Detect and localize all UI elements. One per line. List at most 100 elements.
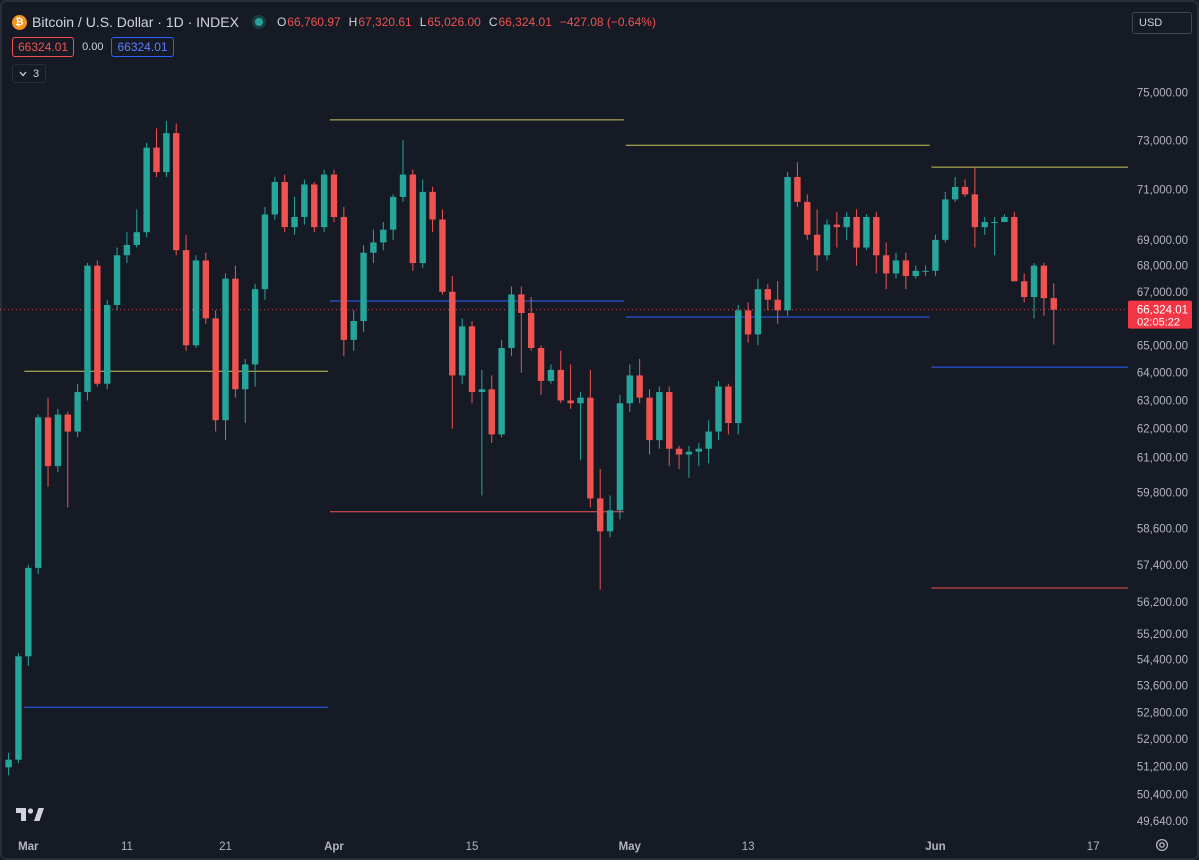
candle (173, 123, 180, 256)
candle (754, 278, 762, 346)
close-value: 66,324.01 (498, 15, 552, 29)
candle (774, 281, 781, 324)
candle-body (794, 177, 801, 202)
candle-body (991, 222, 998, 224)
price-tick-label: 58,600.00 (1137, 523, 1188, 535)
candle-body (774, 299, 781, 311)
candle (1011, 211, 1018, 282)
candle-body (666, 392, 673, 449)
price-tick-label: 75,000.00 (1137, 88, 1188, 100)
candle (143, 142, 150, 238)
candle-body (863, 216, 870, 248)
candle-body (912, 270, 919, 277)
candle-body (84, 265, 91, 393)
sell-price-button[interactable]: 66324.01 (12, 37, 75, 57)
candle (577, 392, 584, 461)
candle-body (587, 397, 594, 499)
candle (64, 411, 71, 508)
price-tick-label: 52,800.00 (1137, 707, 1188, 719)
symbol-title[interactable]: Bitcoin / U.S. Dollar · 1D · INDEX (32, 14, 239, 30)
candle-body (192, 260, 200, 346)
candle (281, 174, 288, 233)
candle (163, 121, 170, 178)
time-tick-label: 17 (1087, 841, 1100, 853)
candle (1030, 263, 1038, 319)
candle (54, 408, 62, 472)
candle (202, 252, 209, 324)
candle-body (853, 216, 860, 248)
candle (380, 222, 387, 251)
candle (1050, 283, 1057, 345)
candle (301, 179, 308, 225)
candle-body (74, 392, 81, 432)
candle (478, 369, 486, 496)
candle (715, 380, 722, 441)
candle (616, 394, 624, 520)
candle-body (94, 265, 101, 384)
candle-body (951, 186, 959, 200)
price-tick-label: 51,200.00 (1137, 762, 1188, 774)
candle-body (439, 219, 446, 292)
candle-body (389, 196, 397, 230)
price-tick-label: 59,800.00 (1137, 487, 1188, 499)
market-status-icon[interactable] (254, 18, 263, 26)
candle (764, 283, 772, 311)
bid-ask-row: 66324.01 0.00 66324.01 (12, 37, 174, 57)
candle (182, 234, 190, 351)
indicator-count: 3 (33, 67, 40, 80)
tradingview-logo-icon[interactable] (16, 806, 44, 822)
candle-body (173, 133, 180, 251)
candle (951, 177, 959, 202)
price-tick-label: 53,600.00 (1137, 681, 1188, 693)
last-price-label: 66,324.01 (1137, 305, 1188, 317)
candle-body (380, 229, 387, 243)
candle (360, 244, 367, 332)
price-tick-label: 68,000.00 (1137, 261, 1188, 273)
candle (113, 247, 121, 311)
candle-body (458, 326, 466, 376)
candle-body (330, 174, 338, 217)
candle (291, 196, 298, 235)
candle (389, 194, 397, 240)
settings-icon[interactable] (1155, 838, 1169, 852)
candle (922, 265, 929, 277)
candle-body (892, 260, 900, 274)
candle (44, 397, 52, 487)
open-value: 66,760.97 (287, 15, 341, 29)
indicators-toggle-button[interactable]: 3 (12, 64, 47, 83)
candle-body (922, 270, 929, 272)
candle (626, 364, 633, 412)
candle (192, 255, 200, 349)
candle-body (301, 184, 308, 217)
candle (843, 211, 850, 240)
change-value: −427.08 (−0.64%) (559, 15, 656, 29)
candle (794, 162, 801, 207)
candle-body (143, 147, 150, 233)
currency-select[interactable]: USD (1132, 12, 1192, 34)
candle-body (232, 278, 239, 390)
candle (232, 265, 239, 398)
candle-body (15, 656, 22, 760)
time-tick-label: 13 (742, 841, 755, 853)
price-tick-label: 73,000.00 (1137, 135, 1188, 147)
candle-body (429, 191, 436, 220)
candle-body (251, 289, 259, 365)
candle (370, 229, 377, 264)
close-label: C (488, 15, 498, 29)
buy-price-button[interactable]: 66324.01 (111, 37, 174, 57)
candle-body (971, 194, 979, 228)
candle-body (182, 250, 190, 346)
candle (458, 318, 466, 384)
candle (488, 375, 495, 444)
candle-body (715, 386, 722, 432)
time-tick-label: 11 (121, 841, 133, 853)
candle (932, 234, 939, 277)
price-tick-label: 57,400.00 (1137, 560, 1188, 572)
candle-body (242, 364, 249, 390)
candle (942, 191, 949, 243)
candle (991, 216, 998, 256)
candle (784, 172, 791, 316)
